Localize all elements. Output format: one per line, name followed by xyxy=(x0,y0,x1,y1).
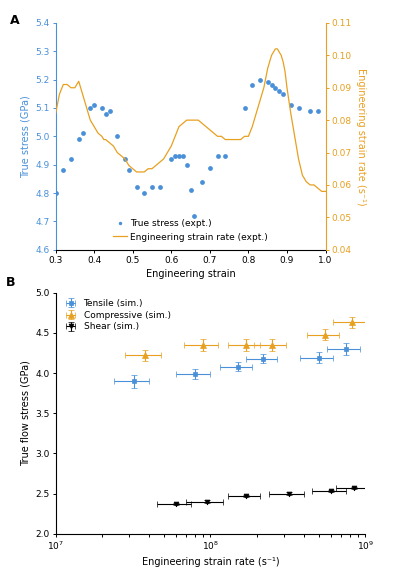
Point xyxy=(276,86,282,95)
Text: B: B xyxy=(6,276,15,289)
Point xyxy=(106,106,113,115)
Point xyxy=(75,134,82,144)
Point xyxy=(288,100,294,110)
Point xyxy=(68,154,74,164)
Point xyxy=(133,183,140,192)
Point xyxy=(172,152,178,161)
X-axis label: Engineering strain rate (s⁻¹): Engineering strain rate (s⁻¹) xyxy=(142,557,279,567)
Point xyxy=(156,183,163,192)
Y-axis label: True flow stress (GPa): True flow stress (GPa) xyxy=(21,360,31,466)
Point xyxy=(214,152,221,161)
Point xyxy=(141,188,147,197)
Point xyxy=(91,100,97,110)
Point xyxy=(79,129,86,138)
Point xyxy=(268,81,275,90)
Point xyxy=(315,106,321,115)
Point xyxy=(222,152,228,161)
Point xyxy=(168,154,174,164)
Legend: True stress (expt.), Engineering strain rate (expt.): True stress (expt.), Engineering strain … xyxy=(110,215,272,245)
Point xyxy=(180,152,186,161)
Point xyxy=(149,183,155,192)
Point xyxy=(102,109,109,118)
Point xyxy=(187,185,194,195)
Point xyxy=(249,81,255,90)
Legend: Tensile (sim.), Compressive (sim.), Shear (sim.): Tensile (sim.), Compressive (sim.), Shea… xyxy=(58,296,174,335)
Point xyxy=(207,163,213,172)
Y-axis label: True stress (GPa): True stress (GPa) xyxy=(21,95,31,178)
Point xyxy=(272,84,279,93)
Point xyxy=(307,106,313,115)
Point xyxy=(257,75,263,84)
Point xyxy=(295,103,302,113)
Text: A: A xyxy=(10,14,19,27)
Point xyxy=(199,177,205,187)
Point xyxy=(176,152,182,161)
Point xyxy=(280,89,286,98)
Point xyxy=(87,103,93,113)
Y-axis label: Engineering strain rate (s⁻¹): Engineering strain rate (s⁻¹) xyxy=(356,68,366,205)
Point xyxy=(122,154,128,164)
Point xyxy=(191,211,198,220)
Point xyxy=(60,166,66,175)
Point xyxy=(183,160,190,169)
Point xyxy=(99,103,105,113)
Point xyxy=(126,166,132,175)
Point xyxy=(241,103,248,113)
Point xyxy=(264,78,271,87)
Point xyxy=(52,188,59,197)
X-axis label: Engineering strain: Engineering strain xyxy=(146,269,235,279)
Point xyxy=(114,131,120,141)
